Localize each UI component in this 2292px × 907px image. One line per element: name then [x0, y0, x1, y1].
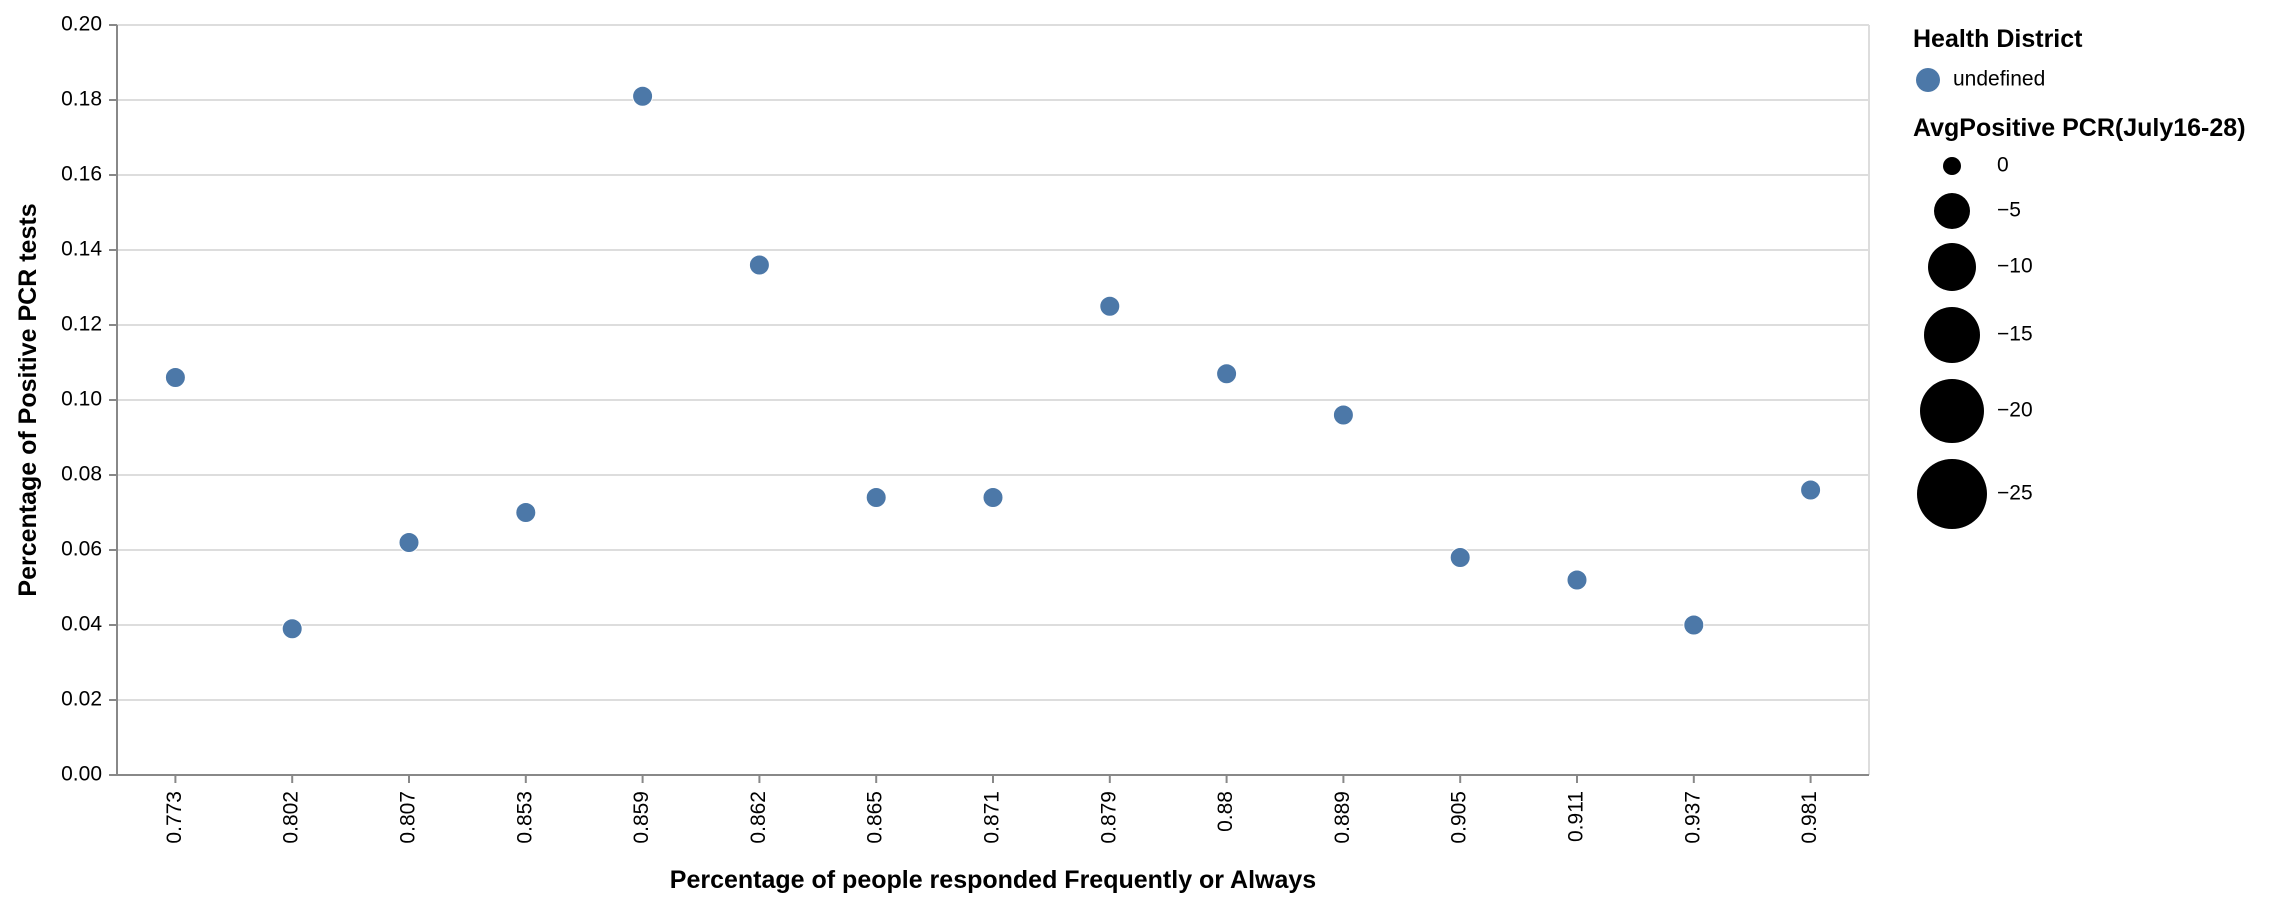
y-tick-label: 0.08	[61, 463, 102, 486]
x-tick-label: 0.937	[1681, 791, 1704, 844]
data-point	[632, 85, 654, 107]
y-axis-title: Percentage of Positive PCR tests	[14, 203, 42, 596]
plot-area: 0.00 0.02 0.04 0.06 0.08 0.10 0.12 0.14 0.16 0.18…	[14, 13, 1870, 894]
y-tick-label: 0.12	[61, 313, 102, 336]
legend-size-swatch	[1924, 307, 1980, 363]
legend-size-label: −10	[1997, 255, 2033, 278]
x-tick-label: 0.865	[864, 791, 887, 844]
data-point	[1332, 404, 1354, 426]
x-axis-title: Percentage of people responded Frequentl…	[670, 866, 1316, 894]
legend-size-swatch	[1934, 193, 1970, 229]
data-point	[1683, 614, 1705, 636]
y-tick-label: 0.14	[61, 238, 102, 261]
data-point	[1449, 547, 1471, 568]
legend-size-label: −5	[1997, 199, 2021, 222]
legend-size-label: −20	[1997, 399, 2033, 422]
legend-size-label: −15	[1997, 323, 2033, 346]
legend-size-label: 0	[1997, 154, 2009, 177]
x-tick-label: 0.862	[747, 791, 770, 844]
x-tick-label: 0.859	[630, 791, 653, 844]
x-tick-label: 0.905	[1448, 791, 1471, 844]
data-point	[1216, 363, 1238, 385]
data-point	[1099, 295, 1121, 317]
x-tick-label: 0.88	[1214, 791, 1237, 832]
legend-size-swatch	[1928, 243, 1976, 291]
x-tick-label: 0.911	[1565, 791, 1588, 842]
legend: Health District undefined AvgPositive PCR(…	[1913, 25, 2246, 529]
data-point	[982, 487, 1004, 508]
y-tick-label: 0.10	[61, 388, 102, 411]
y-tick-label: 0.02	[61, 688, 102, 711]
legend-color-label: undefined	[1953, 68, 2045, 91]
y-tick-label: 0.18	[61, 88, 102, 111]
x-tick-label: 0.853	[513, 791, 536, 844]
x-tick-label: 0.889	[1331, 791, 1354, 844]
x-tick-label: 0.773	[163, 791, 186, 844]
data-point	[164, 367, 186, 388]
legend-size-swatch	[1920, 379, 1984, 443]
legend-size-label: −25	[1997, 482, 2033, 505]
data-point	[515, 502, 537, 523]
data-point	[865, 487, 887, 508]
legend-size-swatch	[1943, 157, 1961, 175]
x-tick-label: 0.802	[280, 791, 303, 844]
x-tick-label: 0.807	[397, 791, 420, 844]
x-tick-label: 0.981	[1798, 791, 1821, 844]
data-point	[281, 618, 303, 640]
data-point	[1566, 569, 1588, 591]
legend-size-swatch	[1917, 459, 1987, 529]
y-tick-label: 0.04	[61, 613, 102, 636]
x-tick-label: 0.871	[981, 791, 1004, 844]
legend-size-title: AvgPositive PCR(July16-28)	[1913, 114, 2246, 142]
data-point	[1800, 479, 1822, 501]
y-tick-label: 0.20	[61, 13, 102, 36]
x-tick-label: 0.879	[1097, 791, 1120, 844]
y-tick-label: 0.00	[61, 763, 102, 786]
data-point	[398, 532, 420, 553]
legend-color-swatch	[1916, 68, 1940, 92]
data-point	[748, 254, 770, 276]
y-tick-label: 0.16	[61, 163, 102, 186]
legend-color-title: Health District	[1913, 25, 2083, 53]
y-tick-label: 0.06	[61, 538, 102, 561]
